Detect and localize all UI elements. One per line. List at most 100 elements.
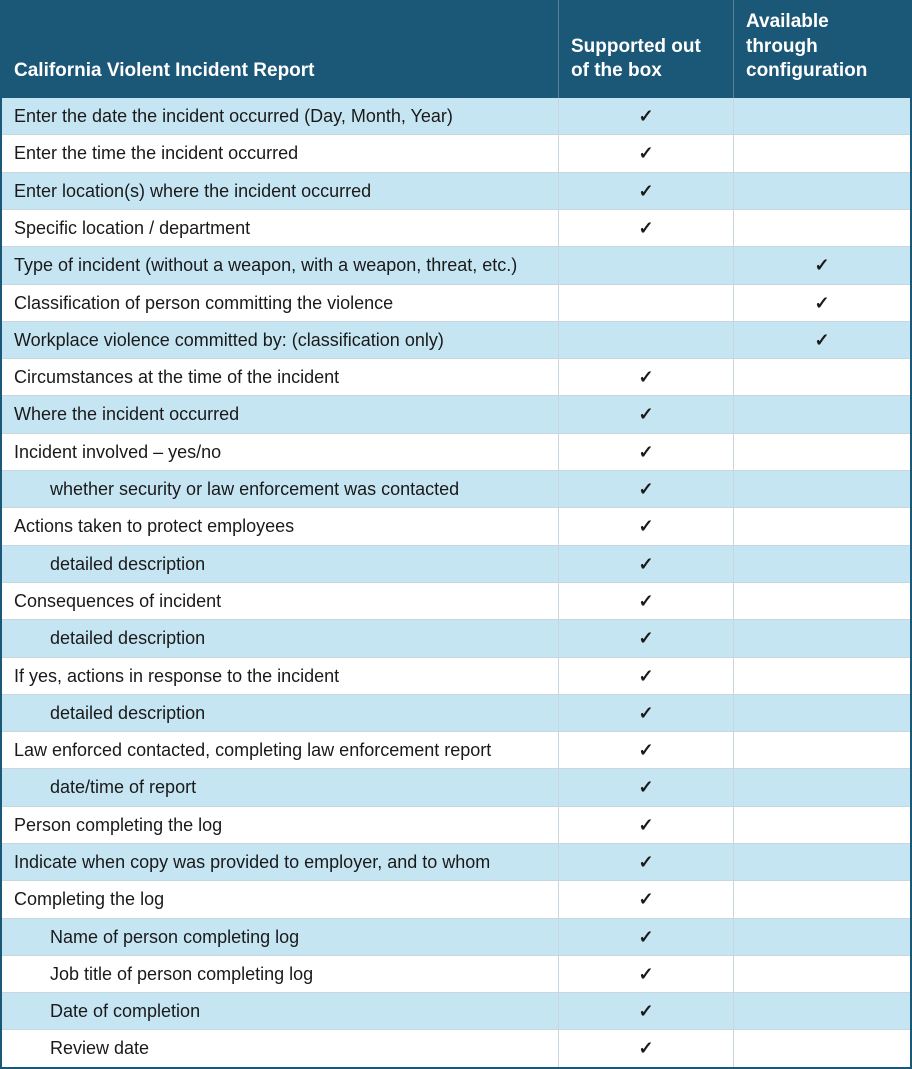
supported-cell: ✓ [559,732,734,768]
config-cell [734,695,910,731]
supported-cell: ✓ [559,359,734,395]
table-row: Person completing the log✓ [2,806,910,843]
row-label: Enter the time the incident occurred [2,135,559,171]
config-cell [734,919,910,955]
check-icon: ✓ [638,591,653,611]
config-cell [734,434,910,470]
table-row: Circumstances at the time of the inciden… [2,358,910,395]
row-label: Workplace violence committed by: (classi… [2,322,559,358]
row-label: Completing the log [2,881,559,917]
supported-cell: ✓ [559,135,734,171]
table-row: Where the incident occurred✓ [2,395,910,432]
check-icon: ✓ [638,666,653,686]
table-row: Enter the time the incident occurred ✓ [2,134,910,171]
check-icon: ✓ [638,404,653,424]
table-row: Classification of person committing the … [2,284,910,321]
check-icon: ✓ [638,516,653,536]
row-label: detailed description [2,546,559,582]
config-cell: ✓ [734,285,910,321]
supported-cell: ✓ [559,1030,734,1066]
table-row: date/time of report✓ [2,768,910,805]
check-icon: ✓ [638,1001,653,1021]
table-row: If yes, actions in response to the incid… [2,657,910,694]
incident-report-table: California Violent Incident Report Suppo… [0,0,912,1069]
supported-cell: ✓ [559,956,734,992]
row-label: Specific location / department [2,210,559,246]
supported-cell: ✓ [559,546,734,582]
config-cell [734,98,910,134]
supported-cell: ✓ [559,695,734,731]
supported-cell: ✓ [559,658,734,694]
config-cell [734,844,910,880]
table-header: California Violent Incident Report Suppo… [2,0,910,98]
check-icon: ✓ [638,181,653,201]
check-icon: ✓ [638,143,653,163]
table-row: Completing the log ✓ [2,880,910,917]
table-row: detailed description✓ [2,694,910,731]
table-row: Job title of person completing log ✓ [2,955,910,992]
row-label: Classification of person committing the … [2,285,559,321]
supported-cell: ✓ [559,173,734,209]
table-row: Consequences of incident✓ [2,582,910,619]
table-row: detailed description ✓ [2,545,910,582]
config-cell: ✓ [734,247,910,283]
supported-cell [559,322,734,358]
table-row: Indicate when copy was provided to emplo… [2,843,910,880]
row-label: Indicate when copy was provided to emplo… [2,844,559,880]
row-label: detailed description [2,620,559,656]
supported-cell: ✓ [559,471,734,507]
table-row: detailed description✓ [2,619,910,656]
table-row: Review date ✓ [2,1029,910,1066]
supported-cell: ✓ [559,583,734,619]
config-cell [734,732,910,768]
config-cell [734,471,910,507]
supported-cell: ✓ [559,98,734,134]
row-label: Law enforced contacted, completing law e… [2,732,559,768]
check-icon: ✓ [638,927,653,947]
config-cell [734,881,910,917]
config-cell [734,769,910,805]
table-row: Incident involved – yes/no ✓ [2,433,910,470]
table-row: Actions taken to protect employees✓ [2,507,910,544]
check-icon: ✓ [638,218,653,238]
check-icon: ✓ [638,889,653,909]
row-label: Circumstances at the time of the inciden… [2,359,559,395]
supported-cell: ✓ [559,396,734,432]
check-icon: ✓ [638,1038,653,1058]
row-label: If yes, actions in response to the incid… [2,658,559,694]
supported-cell [559,285,734,321]
config-cell: ✓ [734,322,910,358]
col-header-config: Available through configuration [734,0,910,98]
table-body: Enter the date the incident occurred (Da… [2,98,910,1067]
supported-cell: ✓ [559,919,734,955]
supported-cell: ✓ [559,434,734,470]
check-icon: ✓ [638,964,653,984]
row-label: Review date [2,1030,559,1066]
check-icon: ✓ [638,852,653,872]
config-cell [734,135,910,171]
check-icon: ✓ [814,293,829,313]
table-row: Type of incident (without a weapon, with… [2,246,910,283]
config-cell [734,1030,910,1066]
row-label: Type of incident (without a weapon, with… [2,247,559,283]
check-icon: ✓ [638,815,653,835]
row-label: whether security or law enforcement was … [2,471,559,507]
col-header-report: California Violent Incident Report [2,0,559,98]
row-label: Job title of person completing log [2,956,559,992]
check-icon: ✓ [638,442,653,462]
table-row: Name of person completing log✓ [2,918,910,955]
check-icon: ✓ [638,367,653,387]
config-cell [734,210,910,246]
check-icon: ✓ [814,255,829,275]
table-row: Enter location(s) where the incident occ… [2,172,910,209]
supported-cell: ✓ [559,769,734,805]
supported-cell [559,247,734,283]
check-icon: ✓ [638,479,653,499]
table-row: Enter the date the incident occurred (Da… [2,98,910,134]
supported-cell: ✓ [559,508,734,544]
check-icon: ✓ [638,554,653,574]
config-cell [734,359,910,395]
row-label: Date of completion [2,993,559,1029]
check-icon: ✓ [638,740,653,760]
row-label: Incident involved – yes/no [2,434,559,470]
